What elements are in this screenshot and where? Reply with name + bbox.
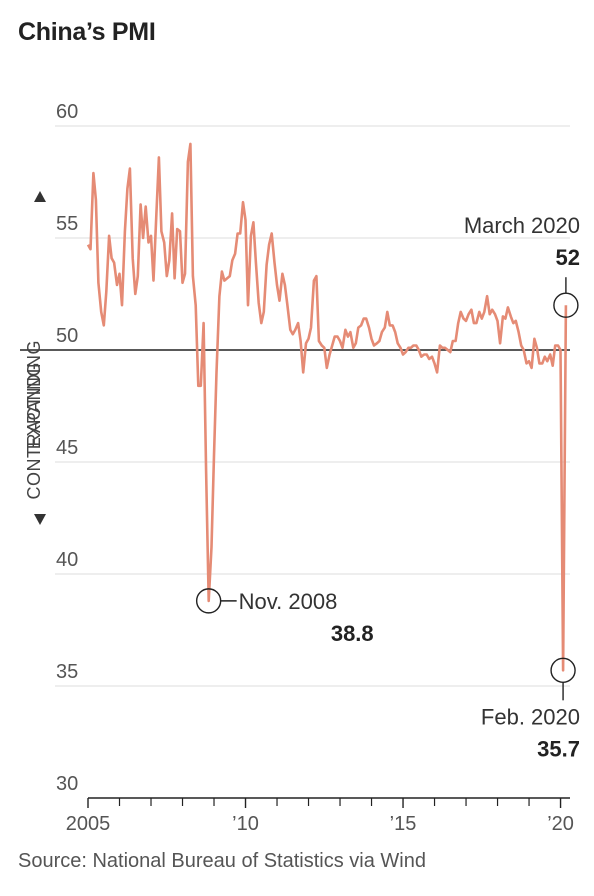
y-tick-label-40: 40 <box>56 549 78 571</box>
y-tick-label-45: 45 <box>56 437 78 459</box>
chart-source: Source: National Bureau of Statistics vi… <box>18 850 426 872</box>
y-tick-label-30: 30 <box>56 773 78 795</box>
annotation-value-march-2020: 52 <box>556 245 580 270</box>
expanding-arrow-icon <box>34 191 46 202</box>
region-label-expanding: EXPANDING <box>24 340 44 449</box>
contracting-arrow-icon <box>34 514 46 525</box>
annotation-label-feb-2020: Feb. 2020 <box>481 704 580 729</box>
chart-title: China’s PMI <box>18 18 156 46</box>
pmi-series-line <box>86 142 568 672</box>
x-tick-label-2005: 2005 <box>66 813 111 835</box>
annotation-value-feb-2020: 35.7 <box>537 736 580 761</box>
y-tick-label-60: 60 <box>56 101 78 123</box>
x-tick-label-2015: ’15 <box>390 813 417 835</box>
x-tick-label-2020: ’20 <box>547 813 574 835</box>
y-tick-label-50: 50 <box>56 325 78 347</box>
y-tick-label-55: 55 <box>56 213 78 235</box>
x-tick-label-2010: ’10 <box>232 813 259 835</box>
annotation-label-nov-2008: Nov. 2008 <box>239 589 338 614</box>
annotation-value-nov-2008: 38.8 <box>331 621 374 646</box>
annotation-label-march-2020: March 2020 <box>464 213 580 238</box>
region-label-contracting: CONTRACTING <box>24 362 44 500</box>
y-tick-label-35: 35 <box>56 661 78 683</box>
